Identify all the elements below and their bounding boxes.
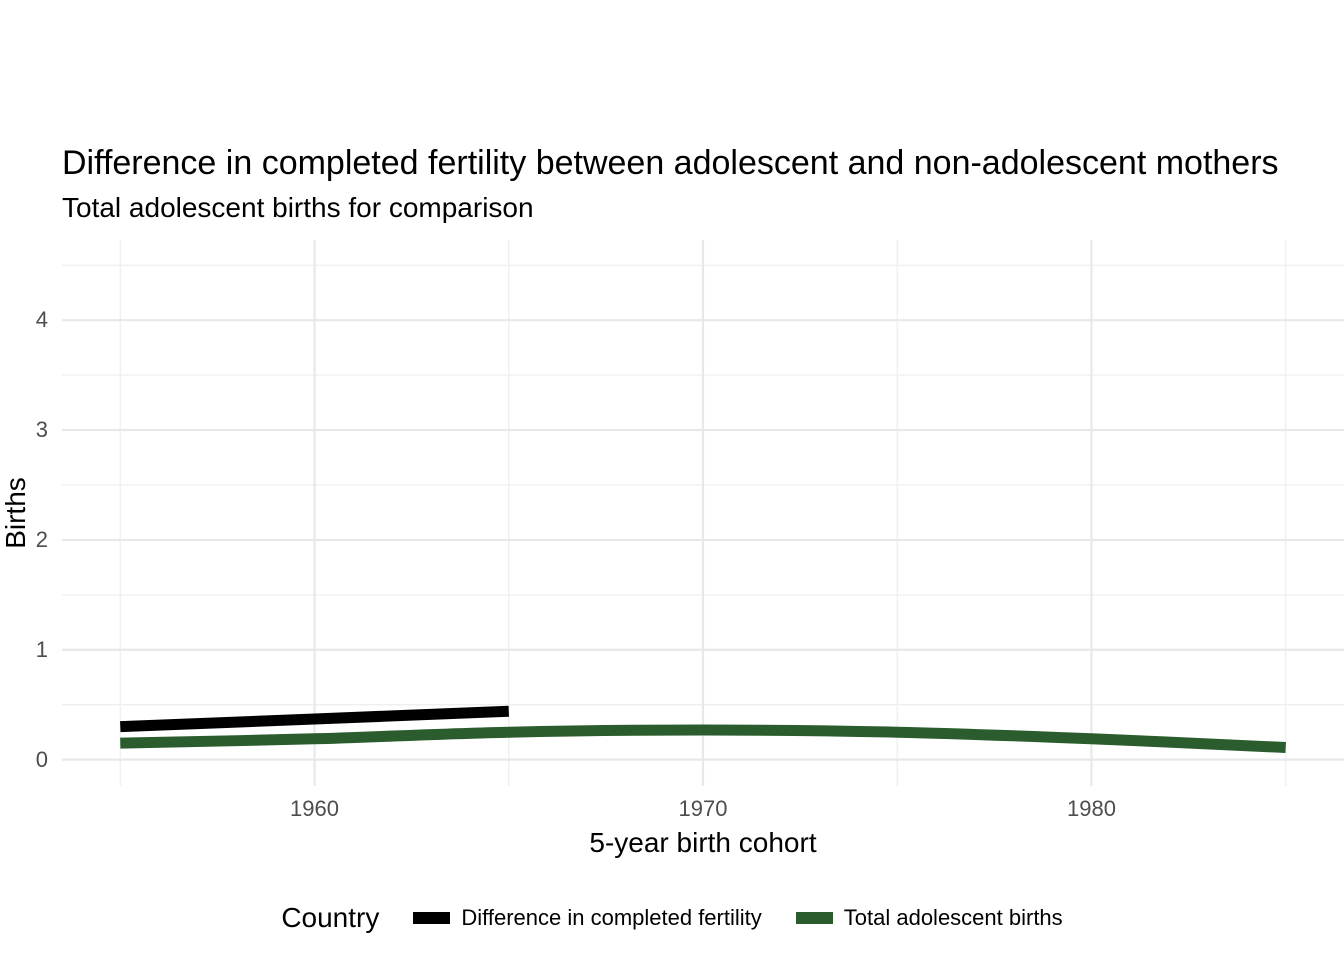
chart-title: Difference in completed fertility betwee… (62, 144, 1279, 182)
legend-title: Country (281, 902, 380, 933)
legend-item-label: Total adolescent births (843, 905, 1063, 930)
y-axis-title: Births (0, 477, 31, 549)
y-tick-label: 0 (35, 746, 48, 772)
legend-item-label: Difference in completed fertility (461, 905, 762, 930)
legend-key-black-line (413, 912, 451, 924)
legend-item-difference: Difference in completed fertility (413, 905, 762, 931)
series-line-difference (120, 705, 510, 733)
legend-item-total: Total adolescent births (795, 905, 1063, 931)
y-tick-label: 4 (35, 307, 48, 333)
y-tick-label: 3 (35, 417, 48, 443)
legend: Country Difference in completed fertilit… (0, 902, 1344, 934)
x-tick-label: 1960 (290, 796, 339, 821)
y-tick-label: 1 (35, 636, 48, 662)
x-tick-label: 1970 (678, 796, 728, 821)
chart-subtitle: Total adolescent births for comparison (62, 192, 534, 223)
y-tick-label: 2 (35, 526, 48, 552)
x-tick-label: 1980 (1067, 796, 1116, 821)
series-line-total (120, 724, 1286, 753)
x-axis-title: 5-year birth cohort (589, 827, 817, 858)
legend-key-green-line (795, 912, 833, 924)
